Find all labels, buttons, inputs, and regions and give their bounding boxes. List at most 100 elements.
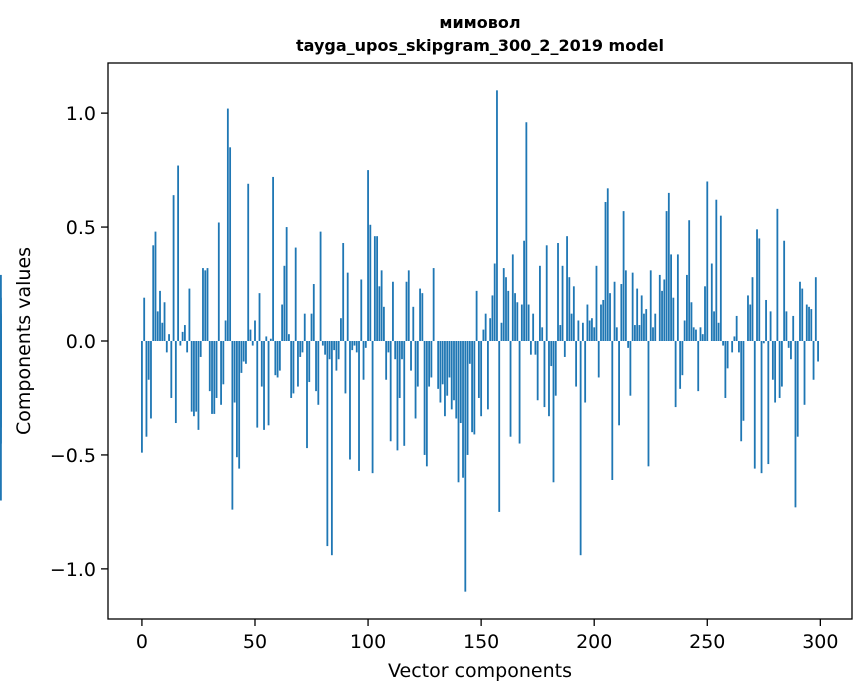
bar-293 [803,341,806,405]
bar-121 [414,341,417,419]
bar-212 [620,284,623,341]
bar-92 [349,341,351,460]
bar-238 [679,341,682,389]
bar-18 [181,331,184,341]
bar-194 [579,341,582,556]
bar-261 [731,341,734,353]
bar-47 [247,183,250,341]
bar-224 [647,341,650,467]
bar-96 [358,341,360,471]
bar-43 [238,341,241,469]
bar-3 [147,341,150,380]
bar-179 [545,245,548,341]
bar-36 [222,341,225,385]
bar-23 [193,341,195,417]
bar-49 [251,341,254,346]
bar-200 [593,327,596,341]
bar-84 [330,341,333,556]
bar-53 [260,341,263,387]
bar-61 [278,341,281,371]
bar-294 [805,304,808,341]
bar-117 [405,281,408,341]
bar-227 [654,313,657,341]
bar-225 [649,270,652,341]
bar-185 [559,325,562,341]
bar-41 [233,341,236,403]
bar-158 [498,341,501,512]
bar-203 [600,304,602,341]
bar-233 [667,192,670,341]
bar-148 [475,290,478,341]
bar-34 [217,222,220,341]
bar-273 [758,238,761,341]
bar-82 [326,341,329,547]
bar-51 [256,341,259,428]
bar-99 [364,341,367,348]
bar-71 [301,341,304,353]
bar-152 [484,313,487,341]
bar-undefined [0,341,2,444]
bar-199 [591,318,593,341]
x-tick-label-150: 150 [463,631,499,653]
bar-80 [321,341,324,346]
bar-247 [699,327,702,341]
bar-45 [242,341,245,362]
bar-192 [575,341,578,387]
bar-8 [159,290,161,341]
bar-202 [597,341,600,378]
bar-205 [604,202,607,341]
bar-5 [152,245,155,341]
bar-146 [471,341,473,433]
bar-142 [462,341,464,478]
bar-162 [507,290,510,341]
bar-189 [568,277,571,341]
bars-group [0,90,819,592]
bar-126 [425,341,428,467]
bar-139 [455,341,458,419]
bar-218 [634,325,636,341]
bar-214 [624,270,627,341]
bar-279 [771,341,774,380]
bar-59 [274,341,277,376]
bar-190 [570,313,573,341]
bar-170 [525,122,528,341]
bar-272 [756,229,758,341]
y-axis-label: Components values [13,247,35,435]
bar-292 [801,288,804,341]
bar-93 [351,341,354,351]
bar-206 [606,188,609,341]
bar-193 [577,320,580,341]
y-tick-label-4: −1.0 [50,559,96,581]
bar-169 [523,240,525,341]
bar-219 [636,288,639,341]
bar-165 [514,293,516,341]
bar-284 [783,240,786,341]
bar-30 [208,341,211,392]
bar-63 [283,265,286,341]
bar-271 [753,341,756,469]
bar-257 [722,341,725,346]
bar-102 [371,341,374,474]
bar-13 [170,341,173,398]
bar-94 [353,341,356,346]
bar-183 [554,341,557,396]
y-tick-label-0: 1.0 [66,103,96,125]
bar-89 [342,243,345,341]
bar-116 [403,341,406,446]
bar-201 [595,265,598,341]
bar-197 [586,304,589,341]
bar-290 [796,341,799,437]
bar-259 [726,341,729,369]
bar-256 [719,215,722,341]
bar-220 [638,325,641,341]
bar-16 [177,165,180,341]
bar-239 [681,341,684,376]
x-tick-label-200: 200 [576,631,612,653]
bar-86 [335,341,338,371]
bar-88 [340,318,342,341]
bar-215 [627,341,630,348]
bar-173 [532,313,535,341]
y-axis-ticks: 1.0 0.5 0.0 −0.5 −1.0 [50,103,108,581]
bar-243 [690,302,693,341]
